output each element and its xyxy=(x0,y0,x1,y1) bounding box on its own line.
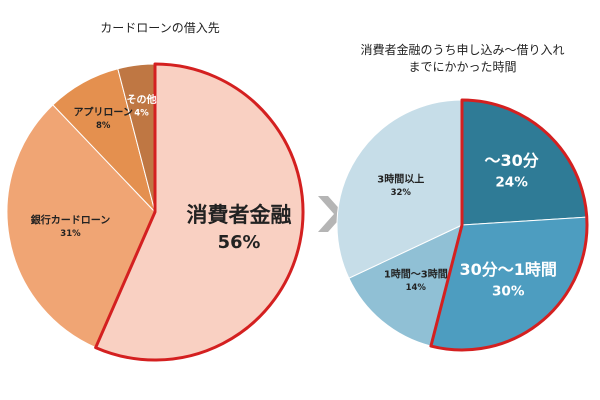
pie-slice xyxy=(348,224,463,347)
chart-title: 消費者金融のうち申し込み～借り入れまでにかかった時間 xyxy=(360,43,565,74)
slice-label: 銀行カードローン xyxy=(31,213,111,226)
value-label: 30% xyxy=(492,283,525,299)
value-label: 24% xyxy=(495,175,528,191)
slice-label: 消費者金融 xyxy=(187,203,292,227)
value-label: 8% xyxy=(96,121,111,131)
highlight-outline xyxy=(94,62,305,362)
slice-label: その他 xyxy=(127,93,157,106)
value-label: 56% xyxy=(218,232,261,253)
slice-label: 30分～1時間 xyxy=(460,260,557,279)
slice-label: ～30分 xyxy=(484,151,538,170)
slice-label: アプリローン xyxy=(73,105,133,118)
slice-label: 1時間～3時間 xyxy=(384,267,448,280)
slice-label: 3時間以上 xyxy=(377,173,424,186)
value-label: 14% xyxy=(406,283,427,293)
value-label: 4% xyxy=(134,108,149,118)
pie-slice xyxy=(336,99,463,279)
pie-slice xyxy=(6,104,156,349)
value-label: 31% xyxy=(60,229,81,239)
value-label: 32% xyxy=(391,188,412,198)
chart-title: カードローンの借入先 xyxy=(100,21,220,35)
highlight-outline xyxy=(429,98,589,352)
